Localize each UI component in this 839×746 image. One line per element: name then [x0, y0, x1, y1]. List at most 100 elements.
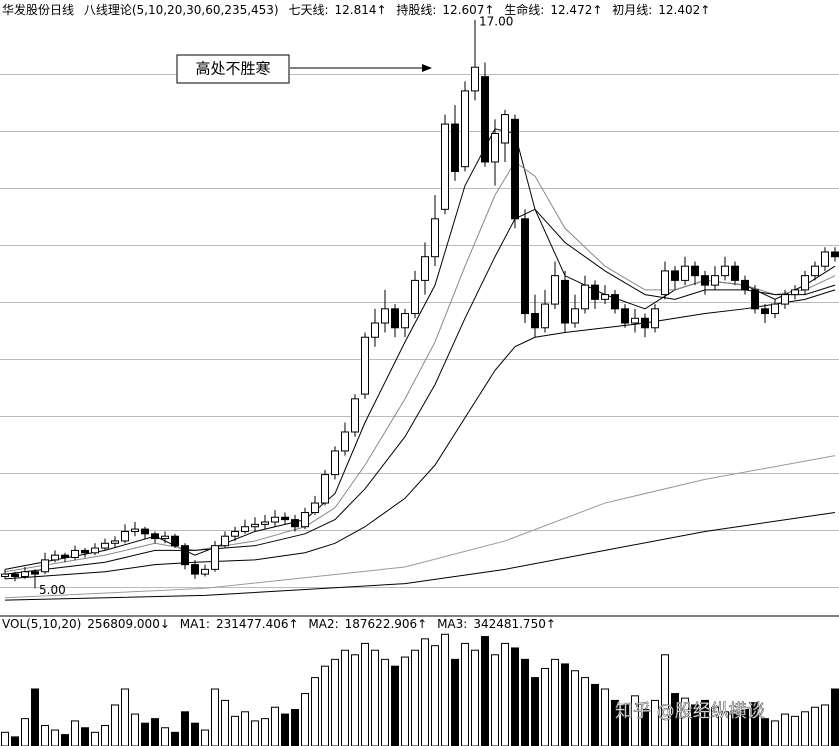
volume-bar — [51, 729, 59, 746]
volume-bar — [811, 706, 819, 746]
volume-bar — [71, 720, 79, 746]
volume-bar — [131, 713, 139, 746]
arrow-head — [422, 64, 432, 72]
volume-bar — [261, 718, 269, 746]
candle-body — [451, 123, 459, 172]
vol-value: 256809.000↓ — [87, 617, 170, 631]
candle-body — [151, 533, 159, 540]
candle-body — [581, 284, 589, 310]
candle-body — [421, 256, 429, 281]
candle-body — [741, 279, 749, 291]
volume-bar — [241, 711, 249, 746]
volume-bar — [551, 658, 559, 746]
candle-body — [751, 289, 759, 310]
volume-bar — [331, 658, 339, 746]
vol-ma-label: MA1: — [179, 617, 210, 631]
volume-bar — [121, 688, 129, 746]
volume-bar — [701, 699, 709, 746]
volume-bar — [481, 636, 489, 746]
volume-bar — [631, 695, 639, 746]
volume-header: VOL(5,10,20) 256809.000↓ MA1: 231477.406↑ … — [2, 617, 562, 631]
ma-label: 七天线: — [288, 3, 329, 17]
candle-body — [301, 512, 309, 528]
volume-bar — [141, 722, 149, 746]
candle-body — [221, 535, 229, 547]
candle-body — [261, 521, 269, 525]
candle-body — [121, 530, 129, 542]
candle-body — [471, 66, 479, 92]
candle-body — [51, 554, 59, 561]
volume-bar — [251, 720, 259, 746]
candle-body — [621, 308, 629, 324]
candle-body — [661, 270, 669, 296]
volume-bar — [791, 715, 799, 746]
candle-body — [71, 549, 79, 559]
candle-body — [361, 336, 369, 395]
candle-body — [171, 535, 179, 547]
volume-bar — [771, 720, 779, 746]
candle-body — [101, 542, 109, 549]
candle-body — [291, 519, 299, 528]
volume-bar — [1, 731, 9, 746]
volume-bar — [521, 658, 529, 746]
volume-bar — [531, 677, 539, 746]
candle-body — [561, 279, 569, 324]
candle-body — [671, 270, 679, 281]
volume-bar — [441, 633, 449, 746]
candle-body — [571, 308, 579, 324]
volume-bar — [231, 715, 239, 746]
candle-body — [481, 76, 489, 163]
candle-body — [681, 265, 689, 281]
volume-bar — [101, 724, 109, 746]
candle-body — [431, 218, 439, 258]
volume-bar — [431, 645, 439, 746]
candle-body — [651, 308, 659, 329]
theory: 八线理论(5,10,20,30,60,235,453) — [83, 3, 279, 17]
candle-body — [211, 545, 219, 570]
candle-body — [161, 535, 169, 540]
candle-body — [11, 573, 19, 577]
volume-bar — [41, 724, 49, 746]
candle-body — [1, 573, 9, 577]
volume-bar — [761, 718, 769, 746]
candle-body — [771, 303, 779, 315]
vol-title: VOL(5,10,20) — [2, 617, 82, 631]
volume-bar — [831, 688, 839, 746]
volume-bar — [641, 709, 649, 746]
volume-bar — [191, 722, 199, 746]
volume-bar — [161, 727, 169, 746]
candle-body — [491, 133, 499, 163]
candle-body — [641, 317, 649, 329]
volume-bar — [301, 693, 309, 746]
volume-bar — [281, 713, 289, 746]
vol-ma-value: 231477.406↑ — [215, 617, 299, 631]
candle-body — [631, 317, 639, 324]
ma-value: 12.607↑ — [442, 3, 495, 17]
ma-line — [4, 455, 836, 599]
volume-bar — [171, 731, 179, 746]
candle-body — [391, 308, 399, 329]
candle-body — [701, 275, 709, 286]
volume-bar — [201, 729, 209, 746]
candle-body — [241, 526, 249, 532]
volume-bar — [341, 649, 349, 746]
candle-body — [551, 275, 559, 305]
candle-body — [191, 564, 199, 575]
candle-body — [351, 398, 359, 433]
ma-line — [4, 512, 836, 601]
ma-value: 12.472↑ — [550, 3, 603, 17]
volume-bar — [741, 709, 749, 746]
candle-body — [781, 294, 789, 305]
volume-bar — [561, 663, 569, 746]
volume-bar — [111, 704, 119, 746]
candle-body — [341, 431, 349, 452]
volume-bar — [211, 688, 219, 746]
vol-ma-label: MA2: — [308, 617, 339, 631]
candle-body — [81, 549, 89, 554]
candle-body — [61, 554, 69, 559]
stock-title: 华发股份日线 — [2, 3, 75, 17]
ma-value: 12.814↑ — [334, 3, 387, 17]
candle-body — [181, 545, 189, 566]
volume-bar — [451, 658, 459, 746]
volume-bar — [421, 638, 429, 746]
